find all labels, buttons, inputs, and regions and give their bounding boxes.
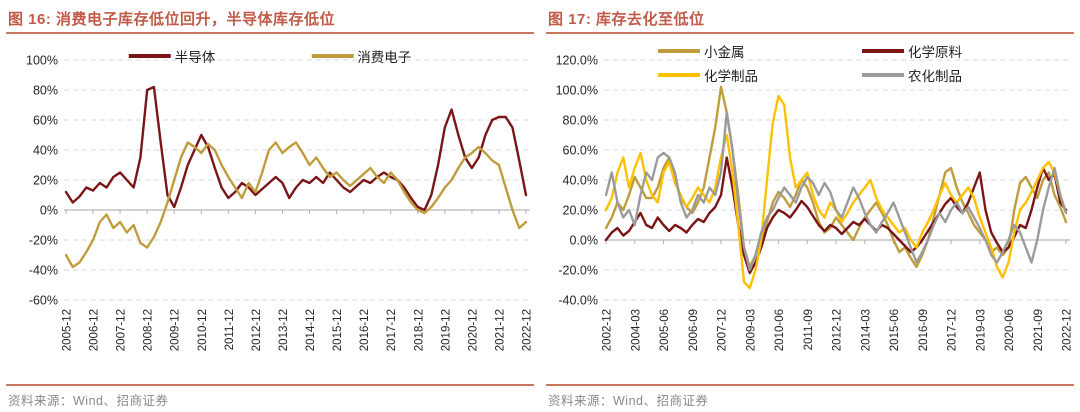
svg-text:2014-12: 2014-12	[305, 309, 317, 351]
svg-text:0.0%: 0.0%	[570, 234, 599, 248]
legend-swatch-semiconductor	[128, 54, 171, 58]
figure-17-legend: 小金属 化学原料 化学制品 农化制品	[658, 41, 962, 85]
svg-text:60.0%: 60.0%	[563, 144, 598, 158]
legend-item-chemical-raw-materials: 化学原料	[862, 41, 962, 61]
legend-item-chemical-products: 化学制品	[658, 65, 758, 85]
svg-text:2011-09: 2011-09	[803, 309, 815, 350]
legend-label-consumer-electronics: 消费电子	[357, 50, 412, 65]
figure-16-source: 资料来源：Wind、招商证券	[6, 384, 534, 409]
legend-swatch-minor-metals	[658, 49, 700, 53]
svg-text:2007-12: 2007-12	[116, 309, 128, 351]
svg-text:-40%: -40%	[29, 264, 58, 278]
svg-text:2016-12: 2016-12	[359, 309, 371, 351]
svg-text:2007-12: 2007-12	[717, 309, 729, 351]
svg-text:120.0%: 120.0%	[556, 54, 598, 68]
svg-text:2005-12: 2005-12	[62, 309, 74, 351]
figure-17-title: 图 17: 库存去化至低位	[546, 4, 1074, 34]
legend-label-minor-metals: 小金属	[704, 45, 745, 60]
figure-16: 图 16: 消费电子库存低位回升，半导体库存低位 100% 80% 60% 40% 20…	[6, 4, 534, 409]
svg-text:-40.0%: -40.0%	[558, 294, 598, 308]
svg-text:2020-12: 2020-12	[467, 309, 479, 351]
legend-swatch-agrochemical-products	[862, 73, 904, 77]
figure-17-plot: 120.0% 100.0% 80.0% 60.0% 40.0% 20.0% 0.0% -20.…	[556, 54, 1074, 352]
svg-text:40.0%: 40.0%	[563, 174, 598, 188]
svg-text:2006-12: 2006-12	[89, 309, 101, 351]
legend-label-agrochemical-products: 农化制品	[908, 69, 962, 84]
svg-text:2012-12: 2012-12	[251, 309, 263, 351]
svg-text:-60%: -60%	[29, 294, 58, 308]
legend-label-semiconductor: 半导体	[174, 50, 216, 65]
svg-text:100.0%: 100.0%	[556, 84, 598, 98]
svg-text:80.0%: 80.0%	[563, 114, 598, 128]
svg-text:2015-12: 2015-12	[332, 309, 344, 351]
figure-17-chart: 120.0% 100.0% 80.0% 60.0% 40.0% 20.0% 0.0% -20.…	[546, 34, 1074, 384]
svg-text:2014-03: 2014-03	[860, 309, 872, 351]
legend-item-consumer-electronics: 消费电子	[311, 46, 411, 66]
figure-17: 图 17: 库存去化至低位 120.0% 100.0% 80.0% 60.0% 40.0…	[546, 4, 1074, 409]
svg-text:2021-12: 2021-12	[494, 309, 506, 351]
svg-text:2005-06: 2005-06	[659, 309, 671, 351]
svg-text:2013-12: 2013-12	[278, 309, 290, 351]
svg-text:40%: 40%	[33, 144, 58, 158]
svg-text:2015-06: 2015-06	[889, 309, 901, 351]
svg-text:2022-12: 2022-12	[522, 309, 534, 351]
svg-text:2020-06: 2020-06	[1004, 309, 1016, 351]
legend-item-agrochemical-products: 农化制品	[862, 65, 962, 85]
svg-text:2010-12: 2010-12	[197, 309, 209, 351]
svg-text:20.0%: 20.0%	[563, 204, 598, 218]
legend-swatch-chemical-products	[658, 73, 700, 77]
svg-text:2019-03: 2019-03	[975, 309, 987, 351]
svg-text:60%: 60%	[33, 114, 58, 128]
legend-item-semiconductor: 半导体	[128, 46, 216, 66]
svg-text:2009-12: 2009-12	[170, 309, 182, 351]
svg-text:2017-12: 2017-12	[947, 309, 959, 351]
svg-text:2018-12: 2018-12	[413, 309, 425, 351]
figure-16-chart: 100% 80% 60% 40% 20% 0% -20% -40% -60% 2005-12 200…	[6, 34, 534, 384]
svg-text:-20%: -20%	[29, 234, 58, 248]
svg-text:2017-12: 2017-12	[386, 309, 398, 351]
svg-text:2006-09: 2006-09	[688, 309, 700, 351]
svg-text:80%: 80%	[33, 84, 58, 98]
legend-label-chemical-products: 化学制品	[704, 69, 758, 84]
svg-text:2009-03: 2009-03	[745, 309, 757, 351]
svg-text:2019-12: 2019-12	[440, 309, 452, 351]
svg-text:2004-03: 2004-03	[630, 309, 642, 351]
legend-swatch-chemical-raw-materials	[862, 49, 904, 53]
figure-16-title: 图 16: 消费电子库存低位回升，半导体库存低位	[6, 4, 534, 34]
figure-16-legend: 半导体 消费电子	[128, 46, 411, 66]
svg-text:2002-12: 2002-12	[602, 309, 614, 351]
legend-item-minor-metals: 小金属	[658, 41, 758, 61]
svg-text:2010-06: 2010-06	[774, 309, 786, 351]
figure-17-source: 资料来源：Wind、招商证券	[546, 384, 1074, 409]
svg-text:2008-12: 2008-12	[143, 309, 155, 351]
svg-text:2022-12: 2022-12	[1062, 309, 1074, 351]
figure-16-plot: 100% 80% 60% 40% 20% 0% -20% -40% -60% 2005-12 200…	[26, 54, 534, 352]
legend-swatch-consumer-electronics	[311, 54, 354, 58]
svg-text:20%: 20%	[33, 174, 58, 188]
svg-text:100%: 100%	[26, 54, 58, 68]
svg-text:-20.0%: -20.0%	[558, 264, 598, 278]
svg-text:2016-09: 2016-09	[918, 309, 930, 351]
svg-text:2021-09: 2021-09	[1033, 309, 1045, 351]
svg-text:0%: 0%	[40, 204, 58, 218]
svg-text:2011-12: 2011-12	[224, 309, 236, 350]
svg-text:2012-12: 2012-12	[832, 309, 844, 351]
legend-label-chemical-raw-materials: 化学原料	[908, 45, 962, 60]
